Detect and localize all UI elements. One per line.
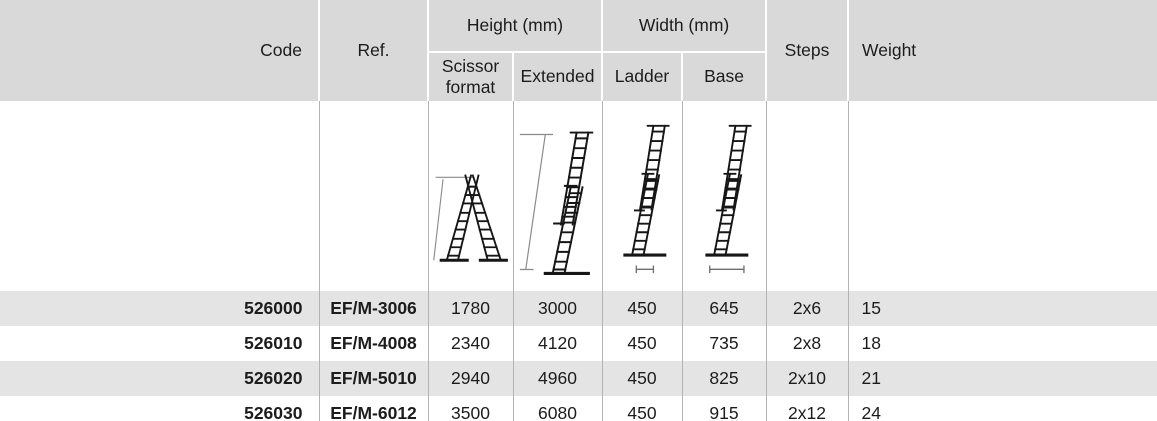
table-row: 526010 EF/M-4008 2340 4120 450 735 2x8 1… [0, 326, 1157, 361]
illustration-row [0, 101, 1157, 291]
cell-scissor-height: 1780 [427, 291, 513, 326]
cell-steps: 2x6 [765, 291, 849, 326]
cell-ref: EF/M-6012 [318, 396, 428, 421]
cell-extended-height: 3000 [512, 291, 603, 326]
cell-code: 526010 [0, 326, 319, 361]
cell-weight: 21 [847, 361, 1157, 396]
extended-illustration-cell [512, 101, 603, 291]
table-row: 526030 EF/M-6012 3500 6080 450 915 2x12 … [0, 396, 1157, 421]
col-group-height: Height (mm) [426, 0, 603, 52]
col-header-ref: Ref. [318, 0, 428, 101]
col-header-base: Base [681, 51, 767, 101]
cell-extended-height: 4120 [512, 326, 603, 361]
cell-scissor-height: 3500 [427, 396, 513, 421]
cell-code: 526000 [0, 291, 319, 326]
cell-ref: EF/M-3006 [318, 291, 428, 326]
cell-ladder-width: 450 [601, 326, 683, 361]
cell-base-width: 825 [681, 361, 767, 396]
table-row: 526000 EF/M-3006 1780 3000 450 645 2x6 1… [0, 291, 1157, 326]
cell-steps: 2x8 [765, 326, 849, 361]
col-group-width: Width (mm) [601, 0, 767, 52]
cell-extended-height: 4960 [512, 361, 603, 396]
col-header-code: Code [0, 0, 319, 101]
col-header-steps: Steps [765, 0, 849, 101]
base-width-illustration-cell [681, 101, 767, 291]
cell-scissor-height: 2340 [427, 326, 513, 361]
cell-steps: 2x10 [765, 361, 849, 396]
base-width-measure-icon [705, 124, 752, 274]
cell-weight: 24 [847, 396, 1157, 421]
col-header-extended: Extended [511, 51, 603, 101]
ladder-width-illustration-cell [601, 101, 683, 291]
col-header-ladder: Ladder [601, 51, 683, 101]
empty-cell [0, 101, 319, 291]
cell-code: 526030 [0, 396, 319, 421]
cell-weight: 18 [847, 326, 1157, 361]
cell-ladder-width: 450 [601, 396, 683, 421]
empty-cell [318, 101, 428, 291]
cell-ref: EF/M-5010 [318, 361, 428, 396]
table-row: 526020 EF/M-5010 2940 4960 450 825 2x10 … [0, 361, 1157, 396]
cell-code: 526020 [0, 361, 319, 396]
cell-ref: EF/M-4008 [318, 326, 428, 361]
extended-ladder-icon [519, 131, 593, 275]
empty-cell [847, 101, 1157, 291]
ladder-width-measure-icon [623, 124, 670, 274]
cell-ladder-width: 450 [601, 361, 683, 396]
empty-cell [765, 101, 849, 291]
scissor-format-ladder-icon [432, 174, 508, 262]
col-header-scissor-format: Scissor format [427, 51, 513, 101]
cell-ladder-width: 450 [601, 291, 683, 326]
cell-base-width: 645 [681, 291, 767, 326]
cell-weight: 15 [847, 291, 1157, 326]
cell-steps: 2x12 [765, 396, 849, 421]
col-header-weight: Weight [847, 0, 1157, 101]
cell-base-width: 915 [681, 396, 767, 421]
cell-base-width: 735 [681, 326, 767, 361]
scissor-illustration-cell [427, 101, 513, 291]
cell-scissor-height: 2940 [427, 361, 513, 396]
cell-extended-height: 6080 [512, 396, 603, 421]
